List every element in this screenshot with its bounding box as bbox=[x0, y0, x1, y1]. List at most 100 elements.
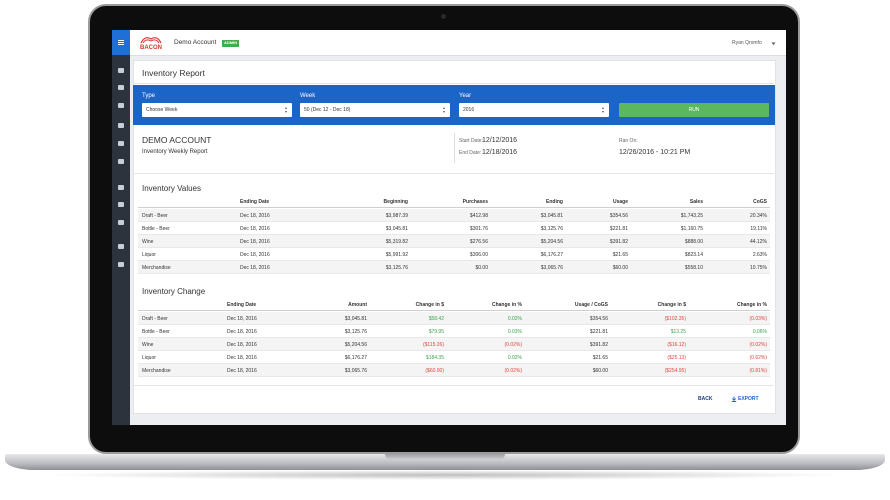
table-cell: Dec 18, 2016 bbox=[240, 238, 270, 245]
filter-label: Year bbox=[459, 93, 472, 99]
table-cell: $3,045.81 bbox=[344, 315, 367, 322]
table-cell: 20.34% bbox=[750, 212, 767, 219]
user-menu[interactable]: Ryan Qromfo bbox=[732, 40, 762, 46]
column-header: Ending bbox=[546, 199, 563, 205]
sidebar-icon[interactable] bbox=[118, 220, 124, 225]
table-cell: (0.81%) bbox=[749, 367, 767, 374]
table-cell: $3,125.76 bbox=[385, 264, 408, 271]
table-cell: ($102.35) bbox=[664, 315, 686, 322]
user-caret bbox=[771, 42, 776, 45]
table-cell: Draft - Beer bbox=[142, 315, 168, 322]
table-cell: $823.14 bbox=[684, 251, 703, 258]
end-label: End Date: bbox=[459, 150, 482, 156]
filter-label: Type bbox=[142, 93, 156, 99]
table-cell: ($16.12) bbox=[667, 341, 686, 348]
sidebar-icon[interactable] bbox=[118, 103, 124, 108]
table-cell: 10.75% bbox=[750, 264, 767, 271]
sidebar bbox=[112, 30, 130, 425]
table-cell: Dec 18, 2016 bbox=[227, 354, 257, 361]
table-cell: $79.95 bbox=[428, 328, 444, 335]
table-row bbox=[138, 222, 770, 235]
table-cell: $3,987.39 bbox=[385, 212, 408, 219]
column-header: Usage / CoGS bbox=[574, 302, 608, 308]
table-cell: $1,743.25 bbox=[680, 212, 703, 219]
table-cell: Wine bbox=[142, 238, 154, 245]
table-cell: (0.62%) bbox=[749, 354, 767, 361]
filter-select[interactable] bbox=[300, 103, 450, 117]
menu-toggle[interactable] bbox=[112, 30, 130, 55]
table-cell: 0.03% bbox=[507, 328, 522, 335]
table-cell: $3,125.76 bbox=[540, 225, 563, 232]
column-header: CoGS bbox=[753, 199, 767, 205]
select-caret bbox=[443, 111, 445, 113]
filter-select[interactable] bbox=[459, 103, 609, 117]
sidebar-icon[interactable] bbox=[118, 159, 124, 164]
sidebar-icon[interactable] bbox=[118, 185, 124, 190]
info-report: Inventory Weekly Report bbox=[142, 149, 208, 155]
sidebar-icon[interactable] bbox=[118, 141, 124, 146]
sidebar-icon[interactable] bbox=[118, 262, 124, 267]
divider bbox=[133, 385, 774, 386]
table-cell: $888.00 bbox=[684, 238, 703, 245]
select-caret bbox=[602, 111, 604, 113]
logo-mark bbox=[140, 37, 162, 44]
camera bbox=[441, 14, 446, 19]
select-caret bbox=[285, 111, 287, 113]
table-row bbox=[138, 209, 770, 222]
table-row bbox=[138, 261, 770, 274]
table-cell: (0.02%) bbox=[504, 367, 522, 374]
ran-date: 12/26/2016 - 10:21 PM bbox=[619, 149, 691, 156]
table-cell: $412.98 bbox=[469, 212, 488, 219]
table-cell: Dec 18, 2016 bbox=[240, 264, 270, 271]
sidebar-icon[interactable] bbox=[118, 123, 124, 128]
table-cell: $391.82 bbox=[589, 341, 608, 348]
table-cell: Dec 18, 2016 bbox=[227, 315, 257, 322]
select-caret bbox=[285, 107, 287, 109]
sidebar-icon[interactable] bbox=[118, 244, 124, 249]
sidebar-icon[interactable] bbox=[118, 202, 124, 207]
sidebar-icon[interactable] bbox=[118, 68, 124, 73]
table-row bbox=[138, 248, 770, 261]
table-cell: Liquor bbox=[142, 354, 156, 361]
sidebar-icon[interactable] bbox=[118, 85, 124, 90]
column-header: Sales bbox=[689, 199, 703, 205]
run-button[interactable] bbox=[619, 103, 769, 117]
table-cell: (0.02%) bbox=[504, 341, 522, 348]
export-button[interactable]: EXPORT bbox=[738, 396, 759, 402]
table-cell: Merchandise bbox=[142, 367, 171, 374]
top-bar bbox=[130, 30, 786, 56]
table-cell: ($254.95) bbox=[664, 367, 686, 374]
column-header: Change in $ bbox=[657, 302, 686, 308]
select-caret bbox=[443, 107, 445, 109]
table-cell: ($25.13) bbox=[667, 354, 686, 361]
filter-value: 50 (Dec 12 - Dec 18) bbox=[304, 107, 351, 113]
select-caret bbox=[602, 107, 604, 109]
column-header: Change in % bbox=[491, 302, 522, 308]
table-cell: $301.76 bbox=[469, 225, 488, 232]
table-cell: $6,176.27 bbox=[344, 354, 367, 361]
table-row bbox=[138, 338, 770, 351]
screen: BACON Demo Account ADMIN Ryan Qromfo Inv… bbox=[112, 30, 786, 425]
table-cell: Draft - Beer bbox=[142, 212, 168, 219]
table-cell: $21.65 bbox=[592, 354, 608, 361]
column-header: Usage bbox=[612, 199, 628, 205]
table-cell: $5,319.82 bbox=[385, 238, 408, 245]
start-label: Start Date: bbox=[459, 138, 483, 144]
table-cell: $0.00 bbox=[475, 264, 488, 271]
export-icon bbox=[731, 396, 737, 402]
table-cell: $13.25 bbox=[670, 328, 686, 335]
column-header: Ending Date bbox=[227, 302, 257, 308]
table-row bbox=[138, 235, 770, 248]
back-button[interactable]: BACK bbox=[698, 396, 713, 402]
table-cell: 19.11% bbox=[750, 225, 767, 232]
filter-value: 2016 bbox=[463, 107, 475, 113]
column-header: Change in % bbox=[736, 302, 767, 308]
menu-icon bbox=[118, 40, 124, 41]
table-row bbox=[138, 364, 770, 377]
section-title: Inventory Change bbox=[142, 287, 206, 296]
ran-label: Ran On: bbox=[619, 138, 638, 144]
table-cell: Liquor bbox=[142, 251, 156, 258]
filter-select[interactable] bbox=[142, 103, 292, 117]
table-row bbox=[138, 325, 770, 338]
